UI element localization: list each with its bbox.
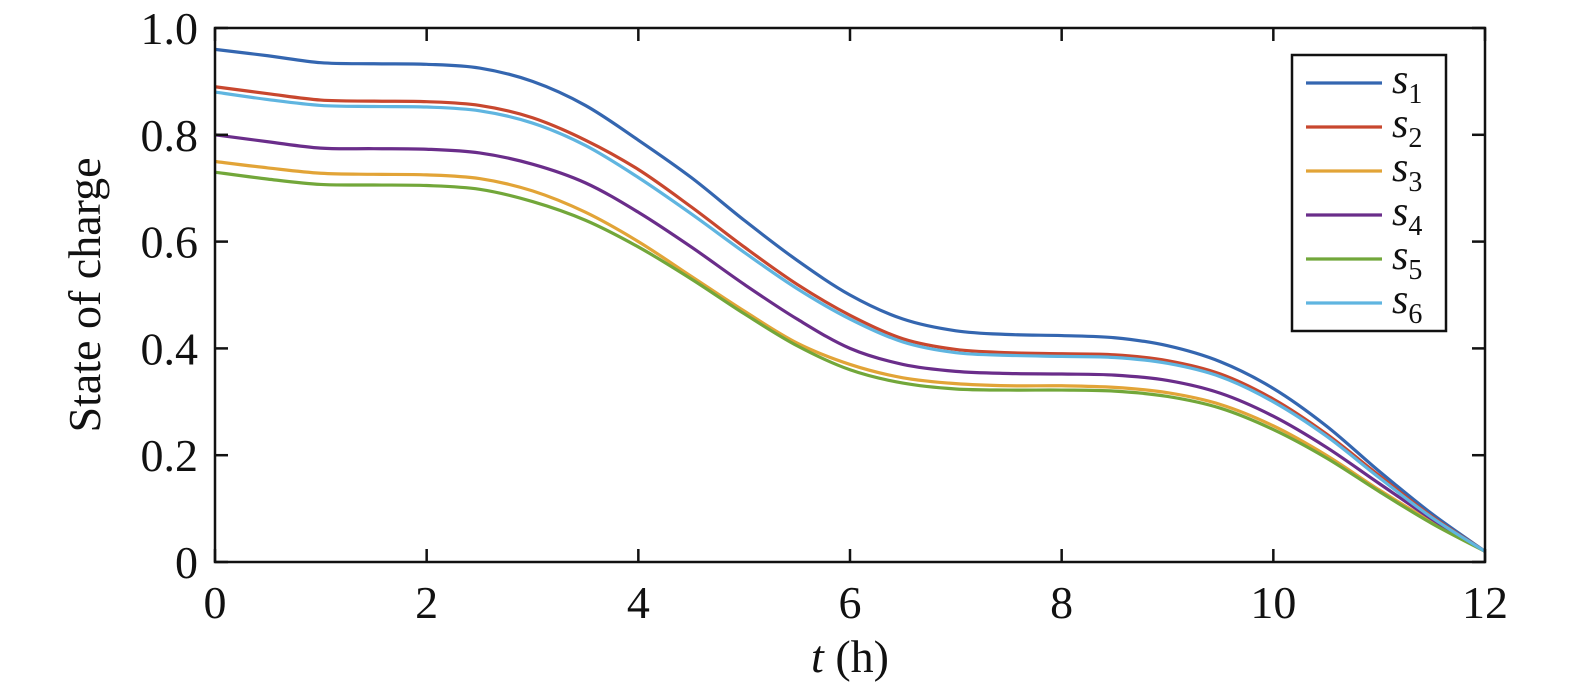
legend-label-s6: s6 bbox=[1392, 277, 1422, 330]
series-line-s3 bbox=[214, 159, 1486, 553]
series-line-s4 bbox=[214, 133, 1486, 553]
legend-label-s5: s5 bbox=[1392, 233, 1422, 286]
series-layer bbox=[214, 47, 1486, 553]
ticks-layer: 0 2 4 6 8 10 12 0 0.2 0.4 0.6 0.8 1.0 bbox=[141, 3, 1509, 628]
legend-label-s3: s3 bbox=[1392, 145, 1422, 198]
x-tick-label: 6 bbox=[839, 577, 862, 628]
y-tick-label: 0.2 bbox=[141, 430, 199, 481]
x-tick-label: 0 bbox=[204, 577, 227, 628]
labels-layer: t (h) State of charge bbox=[59, 157, 889, 682]
x-axis-variable: t bbox=[811, 631, 825, 682]
x-tick-label: 8 bbox=[1050, 577, 1073, 628]
series-line-s1 bbox=[214, 47, 1486, 553]
y-tick-label: 1.0 bbox=[141, 3, 199, 54]
legend-box bbox=[1290, 53, 1448, 333]
legend-label-s4: s4 bbox=[1392, 189, 1422, 242]
series-line-s6 bbox=[214, 90, 1486, 553]
legend-label-s2: s2 bbox=[1392, 101, 1422, 154]
x-axis-label: t (h) bbox=[811, 631, 889, 682]
x-tick-label: 4 bbox=[627, 577, 650, 628]
y-tick-label: 0.6 bbox=[141, 217, 199, 268]
series-line-s2 bbox=[214, 85, 1486, 553]
x-axis-unit: (h) bbox=[824, 631, 889, 682]
y-tick-label: 0 bbox=[175, 537, 198, 588]
legend-label-s1: s1 bbox=[1392, 57, 1422, 110]
y-tick-label: 0.4 bbox=[141, 323, 199, 374]
series-line-s5 bbox=[214, 170, 1486, 553]
x-tick-label: 2 bbox=[415, 577, 438, 628]
y-axis-label: State of charge bbox=[59, 157, 110, 432]
x-tick-label: 10 bbox=[1250, 577, 1296, 628]
y-tick-label: 0.8 bbox=[141, 110, 199, 161]
x-tick-label: 12 bbox=[1462, 577, 1508, 628]
